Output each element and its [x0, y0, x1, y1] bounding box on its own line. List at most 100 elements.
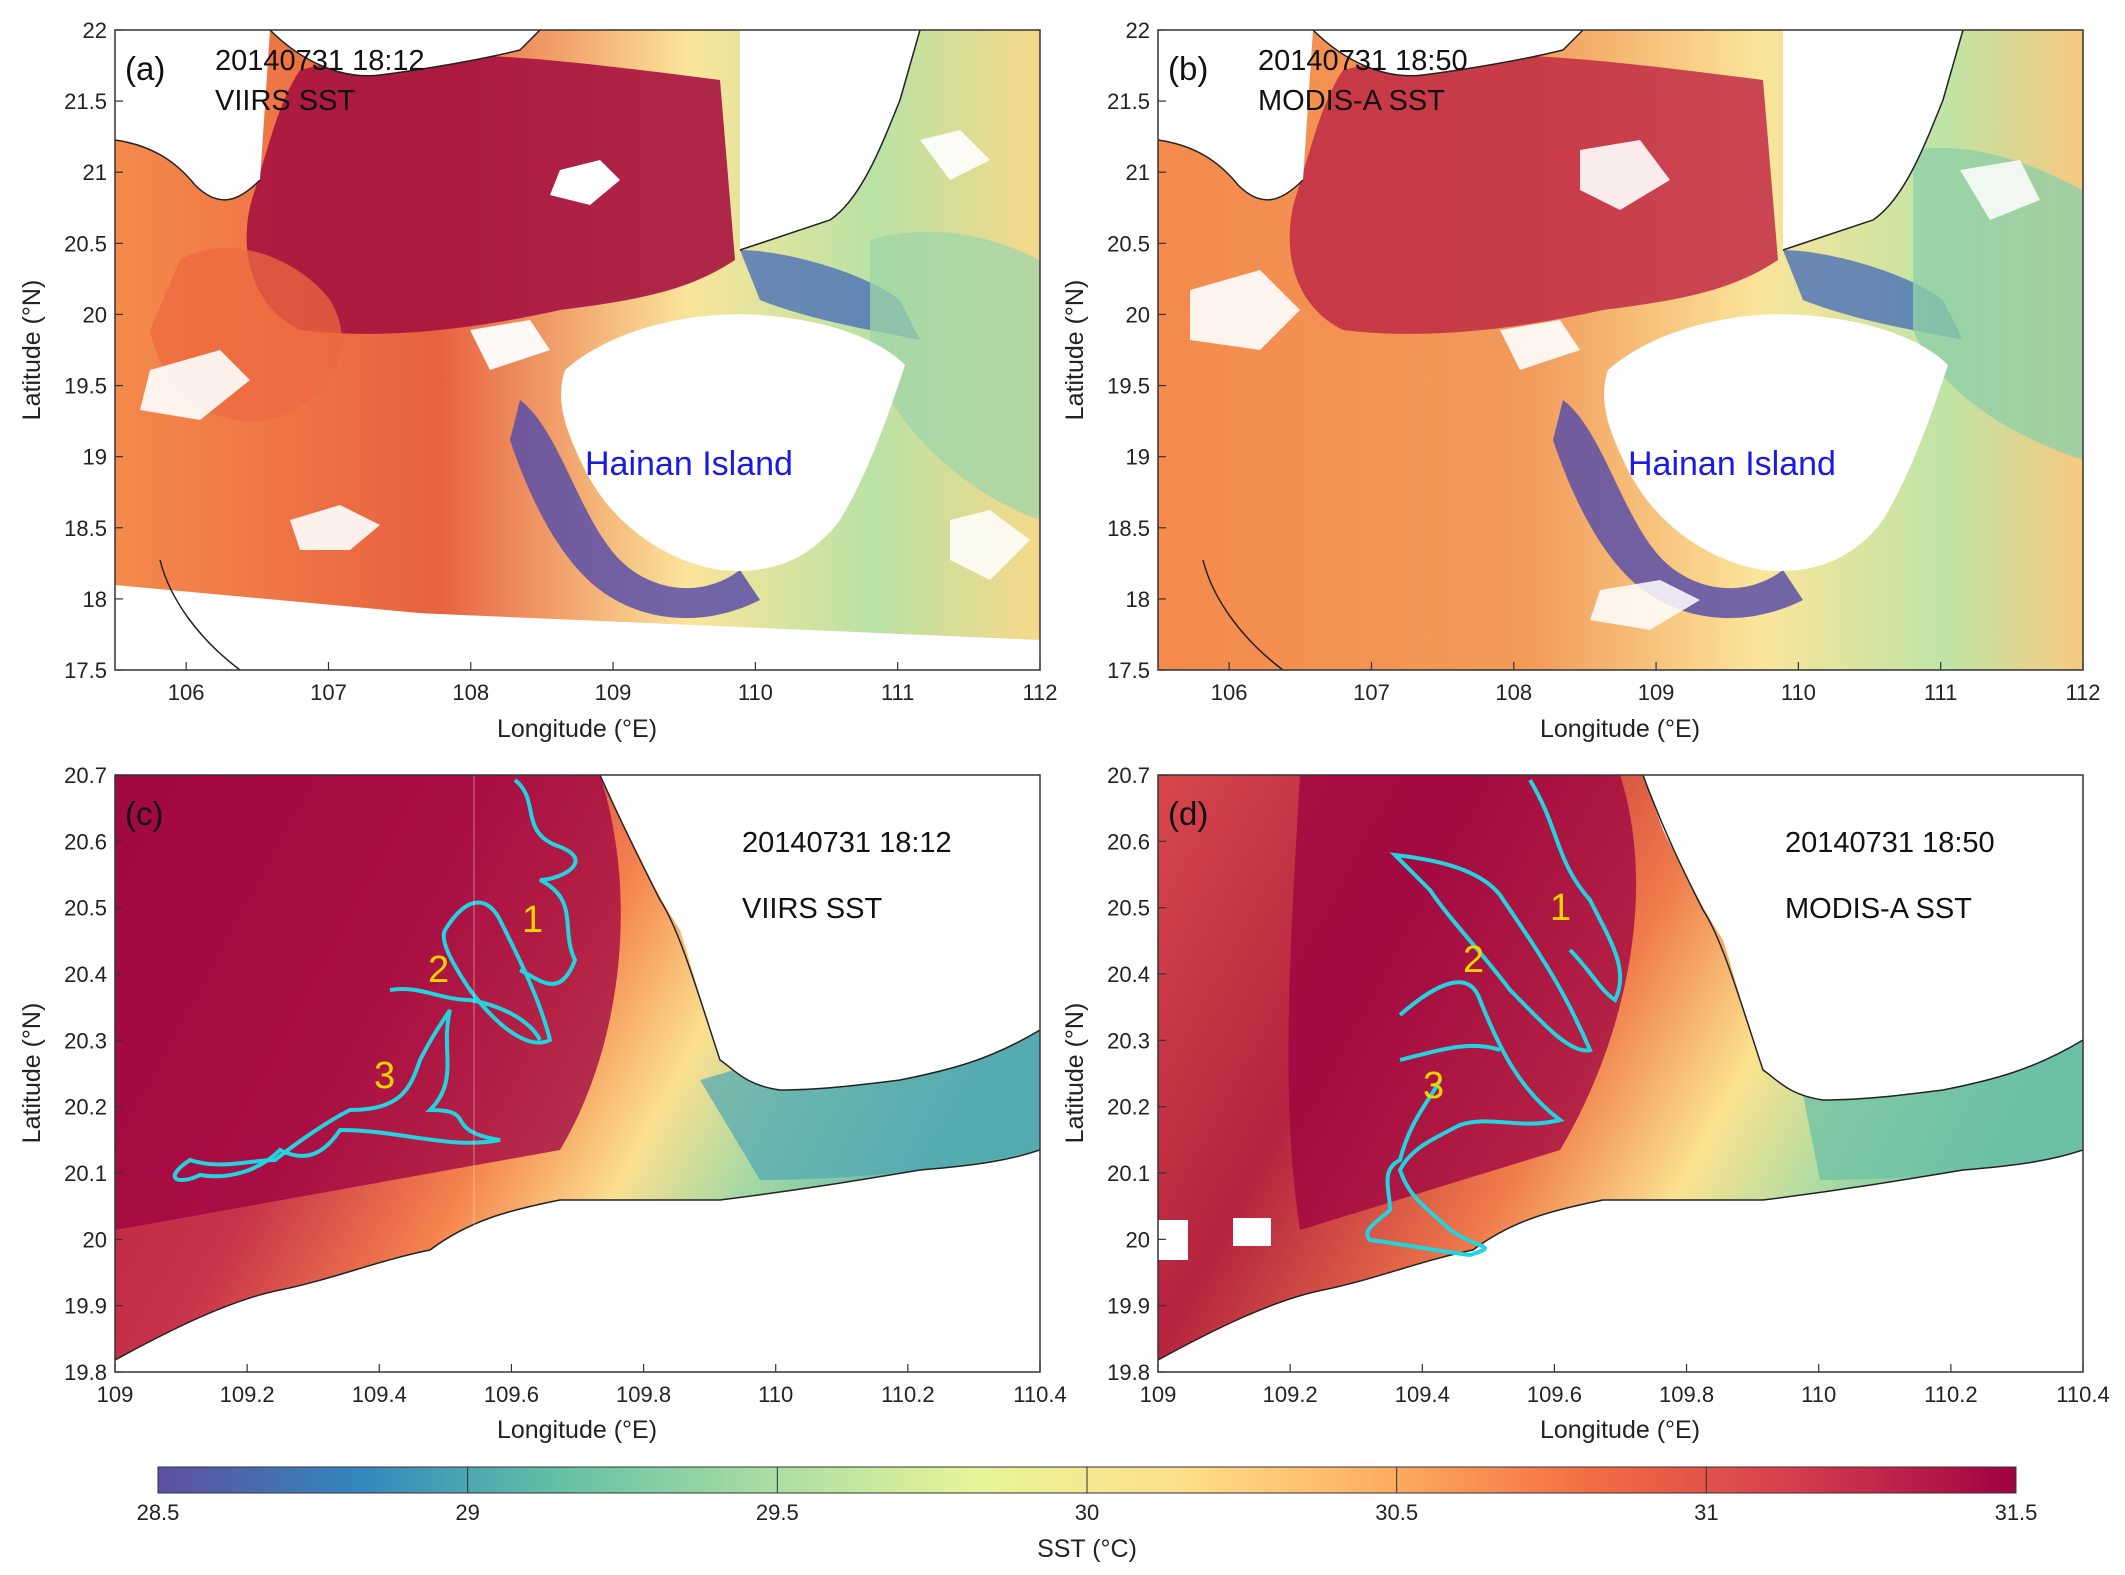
xtick-label: 110.4: [2056, 1382, 2109, 1407]
colorbar-ticks: 28.5 29 29.5 30 30.5 31 31.5: [137, 1467, 2038, 1525]
panel-d-timestamp: 20140731 18:50: [1785, 827, 1995, 859]
xtick-label: 110: [1801, 1382, 1836, 1407]
ytick-label: 18: [83, 587, 107, 612]
xtick-label: 109: [595, 680, 632, 705]
ytick-label: 20.5: [64, 231, 107, 256]
xtick-label: 108: [452, 680, 489, 705]
ytick-label: 20.7: [1107, 763, 1150, 788]
colorbar: 28.5 29 29.5 30 30.5 31 31.5 SST (°C): [137, 1466, 2038, 1563]
ytick-label: 20.1: [1107, 1161, 1150, 1186]
panel-c-front-3: 3: [374, 1055, 395, 1097]
colorbar-tick-label: 29: [455, 1500, 479, 1525]
panel-a-axes: 106 107 108 109 110 111 112 17.5 18 18.5 19 19.5 20 2…: [64, 18, 1057, 705]
xtick-label: 109: [1638, 680, 1675, 705]
xtick-label: 109: [97, 1382, 134, 1407]
ytick-label: 20.5: [1107, 231, 1150, 256]
ytick-label: 20: [1126, 1227, 1150, 1252]
panel-b-xlabel: Longitude (°E): [1540, 715, 1700, 743]
panel-c-front-1: 1: [522, 899, 543, 941]
xtick-label: 111: [881, 680, 914, 705]
panel-b-axes: 106 107 108 109 110 111 112 17.5 18 18.5 19 19.5 20 2…: [1107, 18, 2100, 705]
panel-c: (c) 20140731 18:12 VIIRS SST 1 2 3 109 10…: [18, 763, 1067, 1444]
ytick-label: 20.5: [64, 896, 107, 921]
xtick-label: 109.2: [220, 1382, 275, 1407]
panel-d: (d) 20140731 18:50 MODIS-A SST 1 2 3 109…: [1061, 763, 2110, 1444]
panel-b: (b) 20140731 18:50 MODIS-A SST Hainan Is…: [1061, 18, 2101, 743]
ytick-label: 20.2: [64, 1095, 107, 1120]
xtick-label: 107: [1353, 680, 1390, 705]
xtick-label: 109.8: [1659, 1382, 1714, 1407]
ytick-label: 20: [83, 302, 107, 327]
ytick-label: 20.3: [64, 1028, 107, 1053]
ytick-label: 17.5: [64, 658, 107, 683]
ytick-label: 18.5: [1107, 516, 1150, 541]
xtick-label: 110.2: [1924, 1382, 1977, 1407]
panel-d-front-3: 3: [1423, 1065, 1444, 1107]
panel-c-letter: (c): [125, 795, 163, 832]
panel-b-island-label: Hainan Island: [1628, 445, 1836, 483]
panel-b-sst-field: [1158, 30, 2083, 670]
ytick-label: 18.5: [64, 516, 107, 541]
xtick-label: 108: [1495, 680, 1532, 705]
colorbar-tick-label: 28.5: [137, 1500, 180, 1525]
panel-b-sensor: MODIS-A SST: [1258, 85, 1445, 117]
ytick-label: 20: [83, 1227, 107, 1252]
colorbar-tick-label: 29.5: [756, 1500, 799, 1525]
xtick-label: 106: [1211, 680, 1248, 705]
colorbar-tick-label: 31.5: [1995, 1500, 2038, 1525]
panel-c-sst-field: [115, 775, 1040, 1372]
xtick-label: 112: [1022, 680, 1057, 705]
panel-d-front-1: 1: [1550, 887, 1571, 929]
ytick-label: 21.5: [1107, 89, 1150, 114]
ytick-label: 19: [83, 445, 107, 470]
ytick-label: 18: [1126, 587, 1150, 612]
panel-c-sensor: VIIRS SST: [742, 893, 882, 925]
ytick-label: 19.5: [64, 374, 107, 399]
xtick-label: 112: [2065, 680, 2100, 705]
ytick-label: 20.4: [64, 962, 107, 987]
xtick-label: 109.6: [1527, 1382, 1582, 1407]
panel-d-axes: 109 109.2 109.4 109.6 109.8 110 110.2 110.4 19.8…: [1107, 763, 2110, 1407]
panel-a-island-label: Hainan Island: [585, 445, 793, 483]
xtick-label: 109.8: [616, 1382, 671, 1407]
panel-a-letter: (a): [125, 50, 165, 87]
ytick-label: 20.4: [1107, 962, 1150, 987]
xtick-label: 109.4: [1395, 1382, 1450, 1407]
ytick-label: 21: [83, 160, 107, 185]
xtick-label: 109.6: [484, 1382, 539, 1407]
ytick-label: 20.5: [1107, 896, 1150, 921]
panel-c-timestamp: 20140731 18:12: [742, 827, 952, 859]
ytick-label: 21: [1126, 160, 1150, 185]
ytick-label: 19.8: [64, 1360, 107, 1385]
xtick-label: 109.2: [1263, 1382, 1318, 1407]
panel-c-xlabel: Longitude (°E): [497, 1416, 657, 1444]
xtick-label: 110: [758, 1382, 793, 1407]
ytick-label: 19.9: [64, 1294, 107, 1319]
ytick-label: 20.6: [1107, 829, 1150, 854]
panel-a-sst-field: [115, 30, 1040, 670]
panel-d-ylabel: Latitude (°N): [1061, 1003, 1089, 1144]
xtick-label: 110: [738, 680, 773, 705]
ytick-label: 20.3: [1107, 1028, 1150, 1053]
ytick-label: 17.5: [1107, 658, 1150, 683]
ytick-label: 19.9: [1107, 1294, 1150, 1319]
xtick-label: 110.4: [1013, 1382, 1066, 1407]
xtick-label: 110.2: [881, 1382, 934, 1407]
panel-d-xlabel: Longitude (°E): [1540, 1416, 1700, 1444]
panel-c-ylabel: Latitude (°N): [18, 1003, 46, 1144]
xtick-label: 111: [1924, 680, 1957, 705]
panel-a-timestamp: 20140731 18:12: [215, 45, 425, 77]
panel-b-timestamp: 20140731 18:50: [1258, 45, 1468, 77]
colorbar-tick-label: 30: [1075, 1500, 1099, 1525]
xtick-label: 107: [310, 680, 347, 705]
colorbar-tick-label: 30.5: [1375, 1500, 1418, 1525]
ytick-label: 20: [1126, 302, 1150, 327]
xtick-label: 109.4: [352, 1382, 407, 1407]
panel-c-axes: 109 109.2 109.4 109.6 109.8 110 110.2 110.4 19.8…: [64, 763, 1067, 1407]
ytick-label: 22: [1126, 18, 1150, 43]
panel-b-ylabel: Latitude (°N): [1061, 280, 1089, 421]
ytick-label: 19.5: [1107, 374, 1150, 399]
panel-c-front-2: 2: [428, 949, 449, 991]
ytick-label: 19.8: [1107, 1360, 1150, 1385]
panel-d-sensor: MODIS-A SST: [1785, 893, 1972, 925]
